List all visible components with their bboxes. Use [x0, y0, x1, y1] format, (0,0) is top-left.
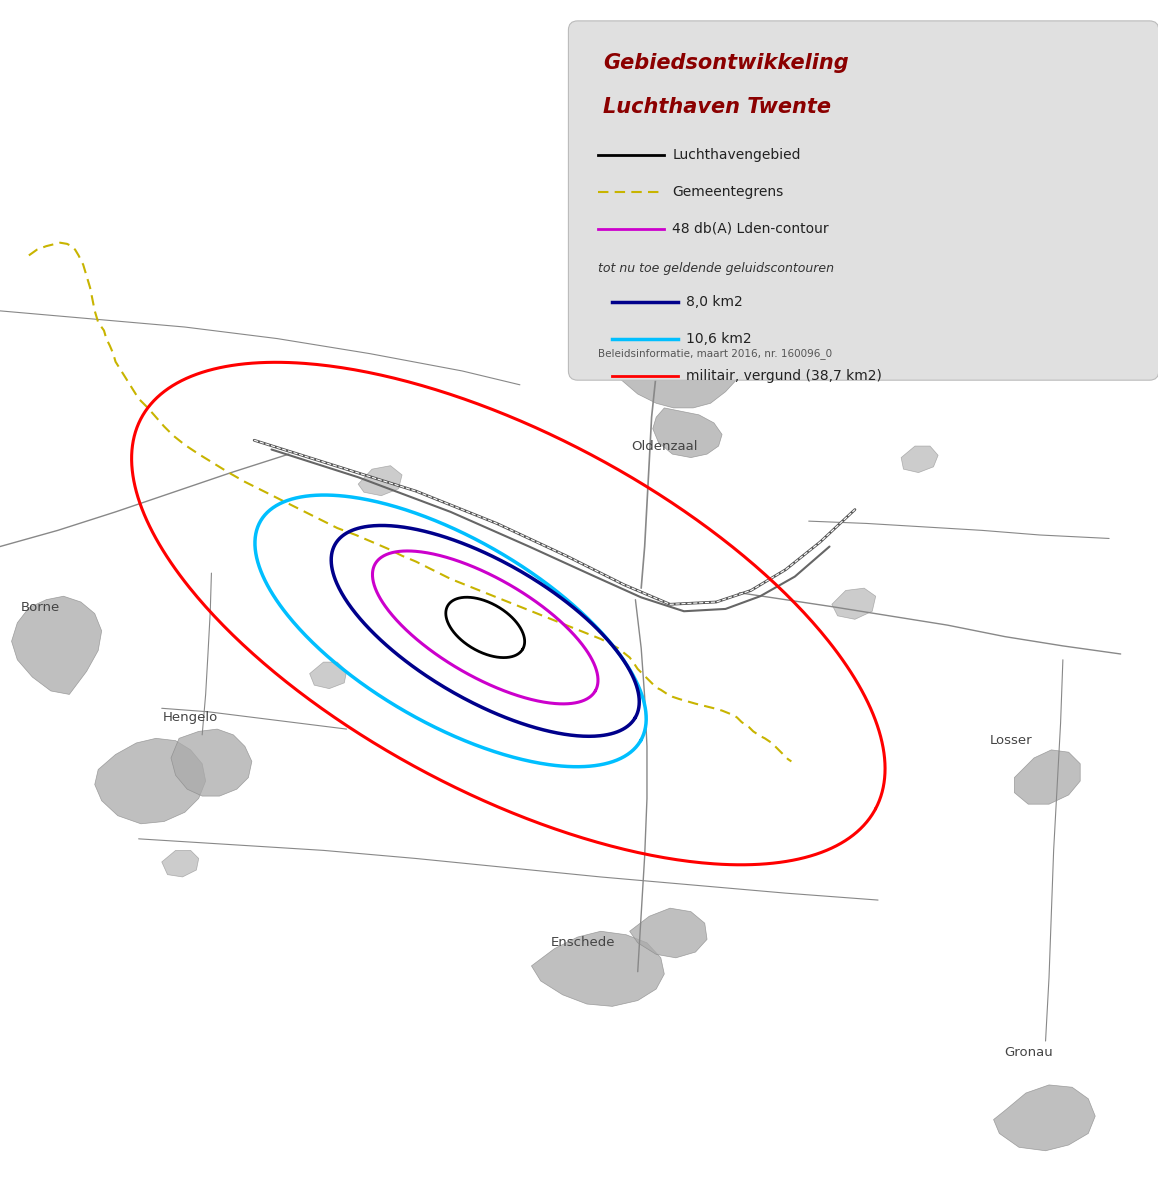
Text: Oldenzaal: Oldenzaal — [631, 439, 697, 453]
Polygon shape — [630, 908, 708, 958]
Text: Gebiedsontwikkeling: Gebiedsontwikkeling — [603, 53, 849, 73]
Polygon shape — [309, 662, 346, 689]
Text: militair, vergund (38,7 km2): militair, vergund (38,7 km2) — [687, 370, 882, 383]
Polygon shape — [162, 850, 199, 877]
Text: Enschede: Enschede — [551, 937, 616, 949]
Text: Gronau: Gronau — [1004, 1046, 1053, 1060]
Polygon shape — [12, 596, 102, 695]
Text: 10,6 km2: 10,6 km2 — [687, 332, 752, 346]
Text: Losser: Losser — [990, 734, 1032, 748]
Text: Beleidsinformatie, maart 2016, nr. 160096_0: Beleidsinformatie, maart 2016, nr. 16009… — [599, 348, 833, 359]
Polygon shape — [1014, 750, 1080, 804]
Polygon shape — [589, 293, 748, 408]
Text: Hengelo: Hengelo — [163, 712, 218, 724]
Polygon shape — [171, 730, 251, 796]
Polygon shape — [994, 1085, 1095, 1151]
Text: Luchthavengebied: Luchthavengebied — [673, 148, 801, 161]
Text: Gemeentegrens: Gemeentegrens — [673, 185, 784, 199]
Text: tot nu toe geldende geluidscontouren: tot nu toe geldende geluidscontouren — [599, 261, 835, 275]
Polygon shape — [831, 588, 875, 619]
Text: 8,0 km2: 8,0 km2 — [687, 295, 743, 309]
Polygon shape — [653, 408, 723, 458]
FancyBboxPatch shape — [569, 20, 1158, 380]
Polygon shape — [901, 445, 938, 473]
Text: Borne: Borne — [21, 601, 60, 614]
Polygon shape — [358, 466, 402, 496]
Polygon shape — [95, 738, 206, 824]
Text: 48 db(A) Lden-contour: 48 db(A) Lden-contour — [673, 222, 829, 236]
Polygon shape — [532, 931, 665, 1007]
Text: Luchthaven Twente: Luchthaven Twente — [603, 98, 831, 117]
